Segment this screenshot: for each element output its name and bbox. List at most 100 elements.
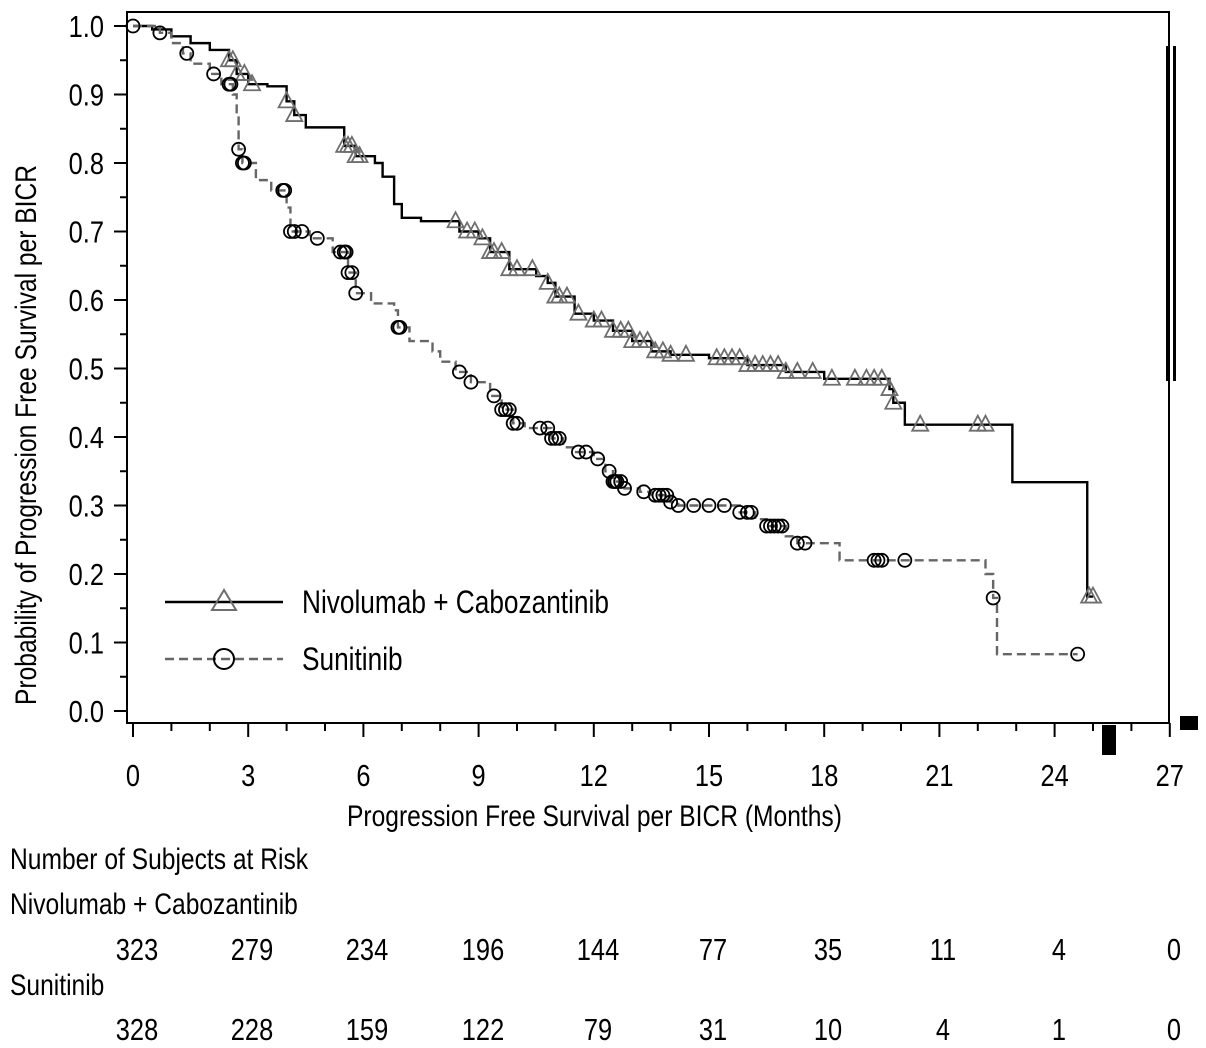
legend-entry-label: Nivolumab + Cabozantinib xyxy=(302,586,609,621)
censor-triangle-marker xyxy=(1083,585,1103,604)
censor-circle-marker xyxy=(874,552,890,568)
censor-circle-marker xyxy=(206,66,222,82)
risk-count: 323 xyxy=(115,932,159,967)
risk-count: 10 xyxy=(814,1012,843,1047)
censor-circle-marker xyxy=(223,76,239,92)
censor-circle-marker xyxy=(759,518,774,534)
censor-circle-marker xyxy=(578,444,594,460)
censor-triangle-marker xyxy=(822,367,842,386)
censor-circle-marker xyxy=(797,535,813,551)
censor-circle-marker xyxy=(985,590,1001,606)
censor-circle-marker xyxy=(789,535,805,551)
censor-circle-marker xyxy=(505,415,521,431)
censor-circle-marker xyxy=(494,402,510,418)
risk-count: 4 xyxy=(1051,932,1066,967)
censor-circle-marker xyxy=(309,230,325,246)
risk-row-label-sunitinib: Sunitinib xyxy=(10,969,105,1002)
censor-circle-marker xyxy=(451,364,467,380)
censor-triangle-marker xyxy=(730,347,750,366)
censor-triangle-marker xyxy=(568,302,588,321)
censor-circle-marker xyxy=(179,46,195,61)
censor-triangle-marker xyxy=(277,90,297,109)
risk-count: 159 xyxy=(346,1012,389,1047)
censor-triangle-marker xyxy=(653,340,673,359)
censor-circle-marker xyxy=(344,265,360,281)
censor-circle-marker xyxy=(590,451,606,467)
censor-triangle-marker xyxy=(342,134,362,153)
censor-triangle-marker xyxy=(242,73,262,92)
censor-triangle-marker xyxy=(446,210,466,229)
censor-circle-marker xyxy=(651,487,667,503)
censor-circle-marker xyxy=(866,552,882,568)
censor-circle-marker xyxy=(338,244,354,260)
risk-table-title: Number of Subjects at Risk xyxy=(10,843,309,876)
series-layer xyxy=(125,18,1103,662)
risk-count: 196 xyxy=(461,932,504,967)
censor-circle-marker xyxy=(498,402,513,418)
censor-circle-marker xyxy=(540,420,556,436)
censor-triangle-marker xyxy=(472,227,492,246)
risk-count: 79 xyxy=(583,1012,612,1047)
censor-circle-marker xyxy=(501,402,517,418)
censor-circle-marker xyxy=(1070,646,1086,662)
x-tick-label: 24 xyxy=(1040,759,1068,794)
censor-circle-marker xyxy=(340,265,356,281)
censor-circle-marker xyxy=(716,498,732,513)
y-tick-label: 0.9 xyxy=(69,78,104,113)
censor-triangle-marker xyxy=(872,367,892,386)
x-tick-label: 0 xyxy=(126,759,140,794)
plot-frame xyxy=(126,11,1170,724)
censor-circle-marker xyxy=(663,494,678,510)
risk-count: 0 xyxy=(1166,932,1181,967)
censor-circle-marker xyxy=(463,374,479,390)
censor-circle-marker xyxy=(571,444,586,460)
x-tick-label: 21 xyxy=(925,759,953,794)
x-tick-label: 27 xyxy=(1156,759,1184,794)
km-plot: Nivolumab + Cabozantinib Sunitinib 0 3 6 9 12… xyxy=(69,10,1198,794)
risk-row-label-nivo: Nivolumab + Cabozantinib xyxy=(10,888,298,921)
risk-count: 279 xyxy=(230,932,274,967)
censor-triangle-marker xyxy=(492,241,512,259)
scan-artifacts xyxy=(1102,46,1198,755)
censor-triangle-marker xyxy=(538,271,558,290)
censor-triangle-marker xyxy=(975,413,995,432)
censor-triangle-marker xyxy=(768,354,788,372)
censor-circle-marker xyxy=(231,141,247,157)
censor-circle-marker xyxy=(617,480,632,496)
censor-circle-marker xyxy=(294,224,310,239)
censor-circle-marker xyxy=(743,504,759,520)
censor-triangle-marker xyxy=(234,63,254,81)
censor-circle-marker xyxy=(532,420,548,436)
y-tick-label: 0.4 xyxy=(69,421,104,456)
x-tick-label: 9 xyxy=(472,759,486,794)
censor-triangle-marker xyxy=(507,258,527,277)
censor-triangle-marker xyxy=(638,330,658,349)
sunitinib-curve xyxy=(133,24,1078,656)
censor-circle-marker xyxy=(740,504,755,520)
legend-circle-marker xyxy=(213,648,235,670)
legend-entry-label: Sunitinib xyxy=(302,643,403,678)
censor-triangle-marker xyxy=(661,343,681,362)
censor-triangle-marker xyxy=(787,361,807,379)
censor-circle-marker xyxy=(647,487,663,503)
legend-triangle-marker xyxy=(210,588,238,611)
censor-circle-marker xyxy=(277,182,293,198)
censor-triangle-marker xyxy=(676,343,696,362)
censor-circle-marker xyxy=(544,430,559,446)
censor-triangle-marker xyxy=(223,49,243,68)
y-tick-label: 1.0 xyxy=(69,10,104,45)
x-tick-label: 6 xyxy=(356,759,370,794)
y-tick-label: 0.2 xyxy=(69,558,104,593)
censor-circle-marker xyxy=(732,504,748,520)
censor-circle-marker xyxy=(283,224,298,239)
censor-triangle-marker xyxy=(465,220,485,239)
censor-triangle-marker xyxy=(591,309,611,328)
censor-circle-marker xyxy=(766,518,782,534)
censor-triangle-marker xyxy=(845,367,865,386)
risk-count: 234 xyxy=(346,932,389,967)
tick-labels: 0 3 6 9 12 15 18 21 24 27 0.0 0.1 0.2 0.3 0.4 0.5 0.6 0.7… xyxy=(69,10,1184,794)
x-tick-label: 18 xyxy=(810,759,838,794)
risk-count: 144 xyxy=(576,932,620,967)
risk-count: 1 xyxy=(1051,1012,1066,1047)
y-tick-label: 0.1 xyxy=(69,626,104,661)
